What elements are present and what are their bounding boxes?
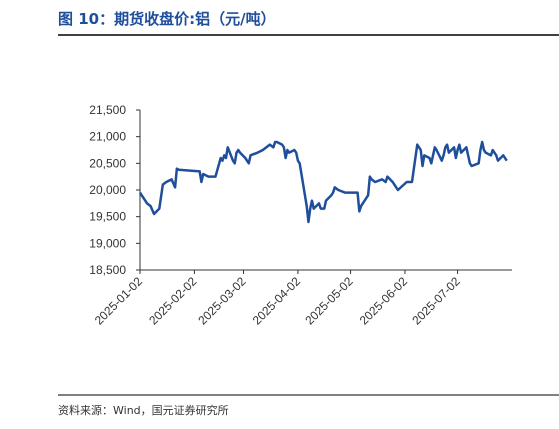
chart-title: 图 10：期货收盘价:铝（元/吨） xyxy=(58,10,276,28)
y-tick-label: 20,500 xyxy=(89,156,126,170)
y-tick-label: 18,500 xyxy=(89,263,126,277)
y-tick-label: 21,000 xyxy=(89,130,126,144)
source: 资料来源：Wind，国元证券研究所 xyxy=(58,403,229,417)
x-tick-label: 2025-04-02 xyxy=(250,274,304,328)
x-tick-label: 2025-03-02 xyxy=(195,274,249,328)
y-tick-label: 20,000 xyxy=(89,183,126,197)
y-tick-label: 19,500 xyxy=(89,210,126,224)
y-tick-label: 21,500 xyxy=(89,103,126,117)
x-tick-label: 2025-05-02 xyxy=(302,274,356,328)
x-tick-label: 2025-07-02 xyxy=(409,274,463,328)
x-tick-label: 2025-02-02 xyxy=(146,274,200,328)
x-tick-label: 2025-01-02 xyxy=(92,274,146,328)
x-tick-label: 2025-06-02 xyxy=(357,274,411,328)
line xyxy=(138,140,508,224)
y-tick-label: 19,000 xyxy=(89,236,126,250)
